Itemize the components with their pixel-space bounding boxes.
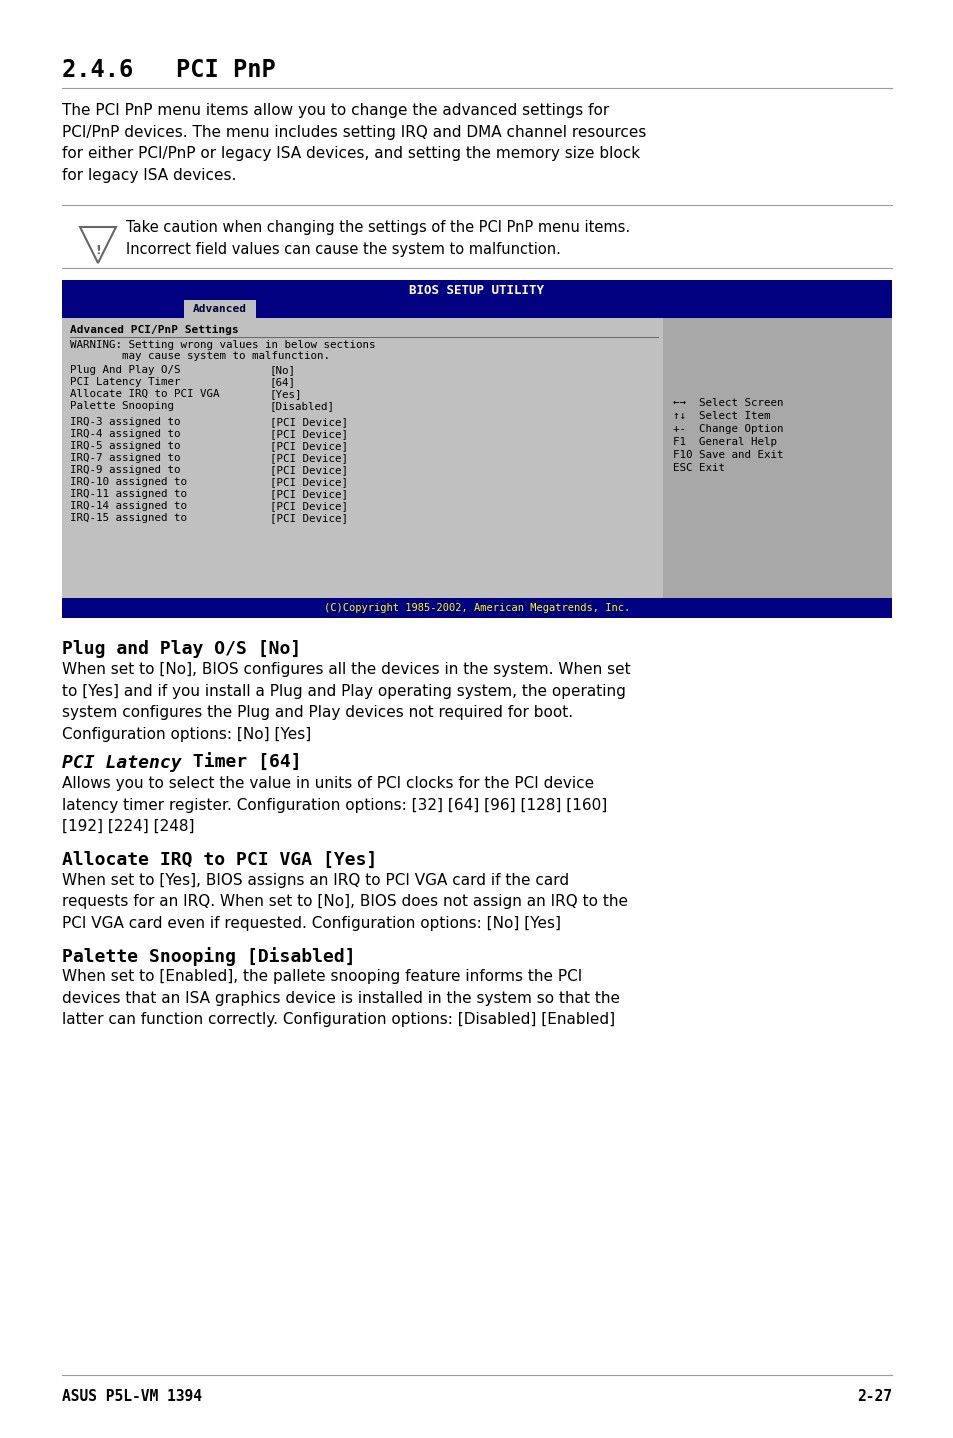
Text: IRQ-15 assigned to: IRQ-15 assigned to	[70, 513, 245, 523]
Text: [64]: [64]	[270, 377, 295, 387]
Text: WARNING: Setting wrong values in below sections: WARNING: Setting wrong values in below s…	[70, 339, 375, 349]
Text: ←→  Select Screen: ←→ Select Screen	[672, 398, 782, 408]
Text: [PCI Device]: [PCI Device]	[270, 429, 348, 439]
Text: Allocate IRQ to PCI VGA [Yes]: Allocate IRQ to PCI VGA [Yes]	[62, 850, 377, 869]
Text: 2-27: 2-27	[856, 1389, 891, 1403]
Text: [Yes]: [Yes]	[270, 390, 302, 398]
Text: F10 Save and Exit: F10 Save and Exit	[672, 450, 782, 460]
Text: [PCI Device]: [PCI Device]	[270, 513, 348, 523]
Text: F1  General Help: F1 General Help	[672, 437, 776, 447]
Text: IRQ-4 assigned to: IRQ-4 assigned to	[70, 429, 245, 439]
FancyBboxPatch shape	[662, 318, 891, 598]
Text: [PCI Device]: [PCI Device]	[270, 441, 348, 452]
Text: IRQ-14 assigned to: IRQ-14 assigned to	[70, 500, 245, 510]
Text: [PCI Device]: [PCI Device]	[270, 417, 348, 427]
Text: IRQ-11 assigned to: IRQ-11 assigned to	[70, 489, 245, 499]
Text: Plug and Play O/S [No]: Plug and Play O/S [No]	[62, 640, 301, 659]
Text: IRQ-9 assigned to: IRQ-9 assigned to	[70, 464, 245, 475]
Text: Allows you to select the value in units of PCI clocks for the PCI device
latency: Allows you to select the value in units …	[62, 777, 607, 834]
Text: may cause system to malfunction.: may cause system to malfunction.	[70, 351, 330, 361]
Text: Palette Snooping [Disabled]: Palette Snooping [Disabled]	[62, 948, 355, 966]
Text: IRQ-10 assigned to: IRQ-10 assigned to	[70, 477, 245, 487]
Text: [PCI Device]: [PCI Device]	[270, 500, 348, 510]
Text: IRQ-3 assigned to: IRQ-3 assigned to	[70, 417, 245, 427]
Text: Palette Snooping: Palette Snooping	[70, 401, 245, 411]
Text: The PCI PnP menu items allow you to change the advanced settings for
PCI/PnP dev: The PCI PnP menu items allow you to chan…	[62, 104, 646, 183]
Text: !: !	[95, 244, 101, 257]
Text: +-  Change Option: +- Change Option	[672, 424, 782, 434]
Text: [Disabled]: [Disabled]	[270, 401, 335, 411]
Text: [PCI Device]: [PCI Device]	[270, 477, 348, 487]
Text: 2.4.6   PCI PnP: 2.4.6 PCI PnP	[62, 58, 275, 82]
Text: Plug And Play O/S: Plug And Play O/S	[70, 365, 245, 375]
Text: [PCI Device]: [PCI Device]	[270, 489, 348, 499]
Text: IRQ-5 assigned to: IRQ-5 assigned to	[70, 441, 245, 452]
Text: When set to [Yes], BIOS assigns an IRQ to PCI VGA card if the card
requests for : When set to [Yes], BIOS assigns an IRQ t…	[62, 873, 627, 930]
Text: [No]: [No]	[270, 365, 295, 375]
Text: When set to [No], BIOS configures all the devices in the system. When set
to [Ye: When set to [No], BIOS configures all th…	[62, 661, 630, 742]
FancyBboxPatch shape	[184, 301, 255, 318]
Text: Allocate IRQ to PCI VGA: Allocate IRQ to PCI VGA	[70, 390, 239, 398]
Text: (C)Copyright 1985-2002, American Megatrends, Inc.: (C)Copyright 1985-2002, American Megatre…	[323, 603, 630, 613]
Text: IRQ-7 assigned to: IRQ-7 assigned to	[70, 453, 245, 463]
Text: ↑↓  Select Item: ↑↓ Select Item	[672, 411, 770, 421]
FancyBboxPatch shape	[62, 280, 891, 618]
Text: [PCI Device]: [PCI Device]	[270, 464, 348, 475]
Text: PCI Latency: PCI Latency	[62, 754, 181, 772]
Text: When set to [Enabled], the pallete snooping feature informs the PCI
devices that: When set to [Enabled], the pallete snoop…	[62, 969, 619, 1027]
Text: [PCI Device]: [PCI Device]	[270, 453, 348, 463]
Text: Timer [64]: Timer [64]	[181, 754, 301, 772]
Text: Take caution when changing the settings of the PCI PnP menu items.
Incorrect fie: Take caution when changing the settings …	[126, 220, 630, 257]
Text: BIOS SETUP UTILITY: BIOS SETUP UTILITY	[409, 283, 544, 296]
Text: PCI Latency Timer: PCI Latency Timer	[70, 377, 245, 387]
Text: ESC Exit: ESC Exit	[672, 463, 724, 473]
FancyBboxPatch shape	[62, 318, 662, 598]
FancyBboxPatch shape	[62, 598, 891, 618]
Text: Advanced PCI/PnP Settings: Advanced PCI/PnP Settings	[70, 325, 238, 335]
Text: ASUS P5L-VM 1394: ASUS P5L-VM 1394	[62, 1389, 202, 1403]
Text: Advanced: Advanced	[193, 303, 247, 313]
